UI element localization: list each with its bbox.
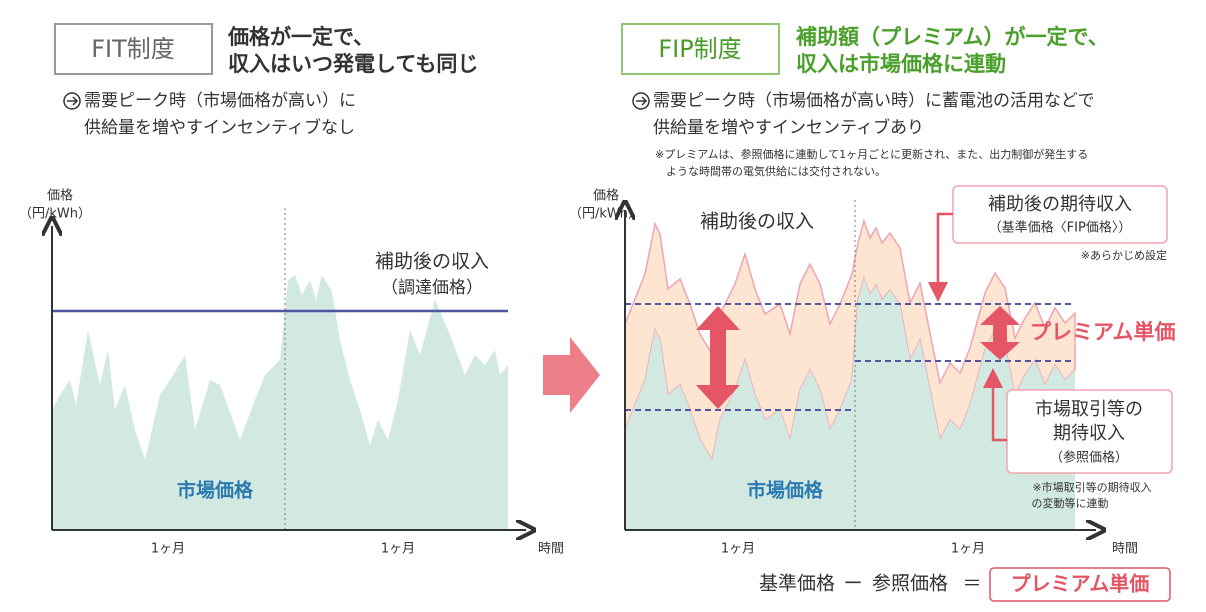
market-area xyxy=(625,278,1075,530)
income-label: 補助後の収入 xyxy=(375,251,489,273)
formula-operator: ー xyxy=(843,573,862,595)
note: 需要ピーク時（市場価格が高い時）に蓄電池の活用などで xyxy=(653,91,1095,111)
x-axis-label: 時間 xyxy=(1112,542,1138,557)
arrow-icon xyxy=(632,92,650,110)
heading: 価格が一定で、 xyxy=(227,25,374,49)
x-label: 1ヶ月 xyxy=(951,542,985,557)
x-label: 1ヶ月 xyxy=(721,542,755,557)
badge-box xyxy=(621,23,780,75)
market-area xyxy=(52,275,508,530)
y-label: 価格 xyxy=(593,188,619,204)
callout-title: 期待収入 xyxy=(1053,423,1125,444)
formula-result-box xyxy=(989,567,1171,602)
callout-note: の変動等に連動 xyxy=(1032,496,1109,510)
premium-label: プレミアム単価 xyxy=(1030,320,1176,344)
footnote: ような時間帯の電気供給には交付されない。 xyxy=(666,164,886,178)
callout-note: ※市場取引等の期待収入 xyxy=(1032,480,1151,494)
arrow-icon xyxy=(63,92,81,110)
formula-term: 参照価格 xyxy=(872,573,948,595)
badge: FIP制度 xyxy=(658,35,741,63)
formula-result: プレミアム単価 xyxy=(1011,572,1150,596)
heading: 補助額（プレミアム）が一定で、 xyxy=(795,25,1109,49)
callout-title: 補助後の期待収入 xyxy=(988,194,1132,215)
badge-box xyxy=(54,23,213,75)
footnote: ※プレミアムは、参照価格に連動して1ヶ月ごとに更新され、また、出力制御が発生する xyxy=(655,147,1088,161)
x-axis-label: 時間 xyxy=(538,542,564,557)
note: 供給量を増やすインセンティブなし xyxy=(84,117,355,138)
callout-sub: （基準価格〈FIP価格〉） xyxy=(989,220,1132,236)
callout-arrow xyxy=(928,212,953,302)
x-label: 1ヶ月 xyxy=(151,542,185,557)
income-label: （調達価格） xyxy=(381,278,483,298)
income-label: 補助後の収入 xyxy=(700,211,814,233)
transition-arrow xyxy=(543,337,600,413)
market-label: 市場価格 xyxy=(747,479,824,502)
note: 供給量を増やすインセンティブあり xyxy=(653,117,924,138)
market-label: 市場価格 xyxy=(177,479,254,502)
callout-arrow xyxy=(983,368,1007,442)
y-label: 価格 xyxy=(47,188,73,204)
formula-operator: ＝ xyxy=(962,573,981,595)
note: 需要ピーク時（市場価格が高い）に xyxy=(84,91,356,111)
heading: 収入はいつ発電しても同じ xyxy=(228,52,478,76)
callout-title: 市場取引等の xyxy=(1035,399,1143,420)
callout-sub: （参照価格） xyxy=(1050,450,1128,466)
badge: FIT制度 xyxy=(91,35,175,63)
y-label: （円/kWh） xyxy=(569,207,641,222)
x-label: 1ヶ月 xyxy=(381,542,415,557)
callout-box xyxy=(1006,389,1173,474)
formula-term: 基準価格 xyxy=(759,573,835,595)
y-label: （円/kWh） xyxy=(19,207,91,222)
callout-note: ※あらかじめ設定 xyxy=(1081,248,1167,262)
premium-arrow xyxy=(696,306,1020,409)
heading: 収入は市場価格に連動 xyxy=(796,52,1006,76)
